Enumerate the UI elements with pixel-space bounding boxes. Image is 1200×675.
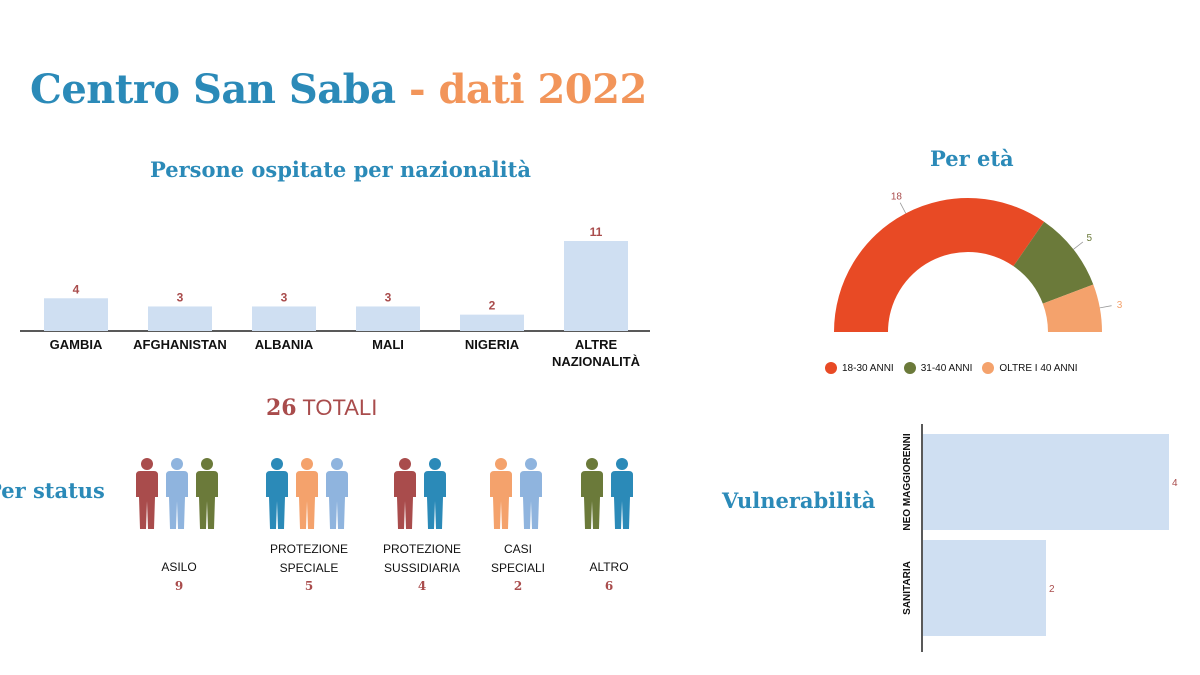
- slice-label: 5: [1086, 233, 1092, 244]
- slice-label: 18: [891, 192, 903, 203]
- legend-label: OLTRE I 40 ANNI: [999, 362, 1078, 374]
- status-label: ASILO: [161, 560, 197, 574]
- category-label: SANITARIA: [902, 561, 913, 615]
- category-label: ALTRE: [575, 337, 618, 352]
- status-group: PROTEZIONE SPECIALE 5: [254, 455, 364, 595]
- age-chart-title: Per età: [930, 146, 1014, 171]
- person-icon: [424, 458, 446, 529]
- person-icon: [296, 458, 318, 529]
- donut-slice: [1013, 221, 1094, 304]
- status-group: ALTRO 6: [554, 455, 664, 595]
- bar: [356, 306, 420, 331]
- age-legend: 18-30 ANNI 31-40 ANNI OLTRE I 40 ANNI: [825, 362, 1078, 374]
- status-count: 2: [513, 579, 523, 593]
- status-label: CASI SPECIALI: [490, 542, 546, 575]
- leader-line: [1073, 241, 1084, 250]
- person-icon: [326, 458, 348, 529]
- category-label: NAZIONALITÀ: [552, 354, 641, 369]
- person-icon: [490, 458, 512, 529]
- data-label: 11: [590, 225, 603, 239]
- legend-item: 18-30 ANNI: [825, 362, 894, 374]
- status-label: PROTEZIONE SUSSIDIARIA: [382, 542, 461, 575]
- status-group: ASILO 9: [124, 455, 234, 595]
- data-label: 3: [385, 290, 392, 304]
- data-label: 3: [177, 290, 184, 304]
- bar: [148, 306, 212, 331]
- total-count: 26 TOTALI: [266, 395, 377, 421]
- slice-label: 3: [1117, 300, 1123, 311]
- status-group: CASI SPECIALI 2: [463, 455, 573, 595]
- person-icon: [266, 458, 288, 529]
- category-label: MALI: [372, 337, 404, 352]
- legend-label: 31-40 ANNI: [920, 362, 973, 374]
- category-label: ALBANIA: [255, 337, 314, 352]
- nationality-chart-title: Persone ospitate per nazionalità: [150, 157, 531, 182]
- status-title: Per status: [0, 478, 105, 503]
- total-label: TOTALI: [296, 395, 378, 420]
- legend-swatch: [825, 362, 837, 374]
- bar: [923, 434, 1169, 530]
- legend-item: OLTRE I 40 ANNI: [982, 362, 1078, 374]
- data-label: 2: [489, 299, 496, 313]
- legend-swatch: [982, 362, 995, 374]
- total-number: 26: [266, 395, 297, 421]
- legend-item: 31-40 ANNI: [903, 362, 973, 374]
- person-icon: [520, 458, 542, 529]
- person-icon: [611, 458, 633, 529]
- bar: [564, 241, 628, 331]
- person-icon: [196, 458, 218, 529]
- donut-slice: [834, 198, 1045, 332]
- status-count: 6: [604, 579, 614, 593]
- person-icon: [581, 458, 603, 529]
- legend-swatch: [903, 362, 916, 374]
- bar: [460, 314, 524, 331]
- category-label: NEO MAGGIORENNI: [902, 433, 913, 530]
- bar: [923, 540, 1046, 636]
- vulnerability-title: Vulnerabilità: [722, 488, 876, 513]
- leader-line: [899, 202, 907, 214]
- legend-label: 18-30 ANNI: [842, 362, 894, 374]
- category-label: AFGHANISTAN: [133, 337, 227, 352]
- status-count: 4: [417, 579, 427, 593]
- person-icon: [394, 458, 416, 529]
- status-count: 9: [174, 579, 184, 593]
- donut-slice: [1042, 284, 1102, 332]
- vulnerability-bar-chart: 4 NEO MAGGIORENNI 2 SANITARIA: [902, 424, 1178, 652]
- status-count: 5: [304, 579, 314, 593]
- bar: [44, 298, 108, 331]
- status-label: ALTRO: [589, 560, 629, 574]
- leader-line: [1099, 305, 1112, 309]
- category-label: NIGERIA: [465, 337, 520, 352]
- page-title: Centro San Saba - dati 2022: [30, 66, 647, 113]
- data-label: 4: [73, 282, 80, 296]
- nationality-bar-chart: 4 GAMBIA 3 AFGHANISTAN 3 ALBANIA 3 MALI 2 NIGERIA…: [20, 225, 650, 369]
- status-group: PROTEZIONE SUSSIDIARIA 4: [367, 455, 477, 595]
- status-label: PROTEZIONE SPECIALE: [269, 542, 348, 575]
- person-icon: [166, 458, 188, 529]
- data-label: 2: [1049, 584, 1055, 595]
- data-label: 3: [281, 290, 288, 304]
- category-label: GAMBIA: [50, 337, 103, 352]
- person-icon: [136, 458, 158, 529]
- bar: [252, 306, 316, 331]
- data-label: 4: [1172, 478, 1178, 489]
